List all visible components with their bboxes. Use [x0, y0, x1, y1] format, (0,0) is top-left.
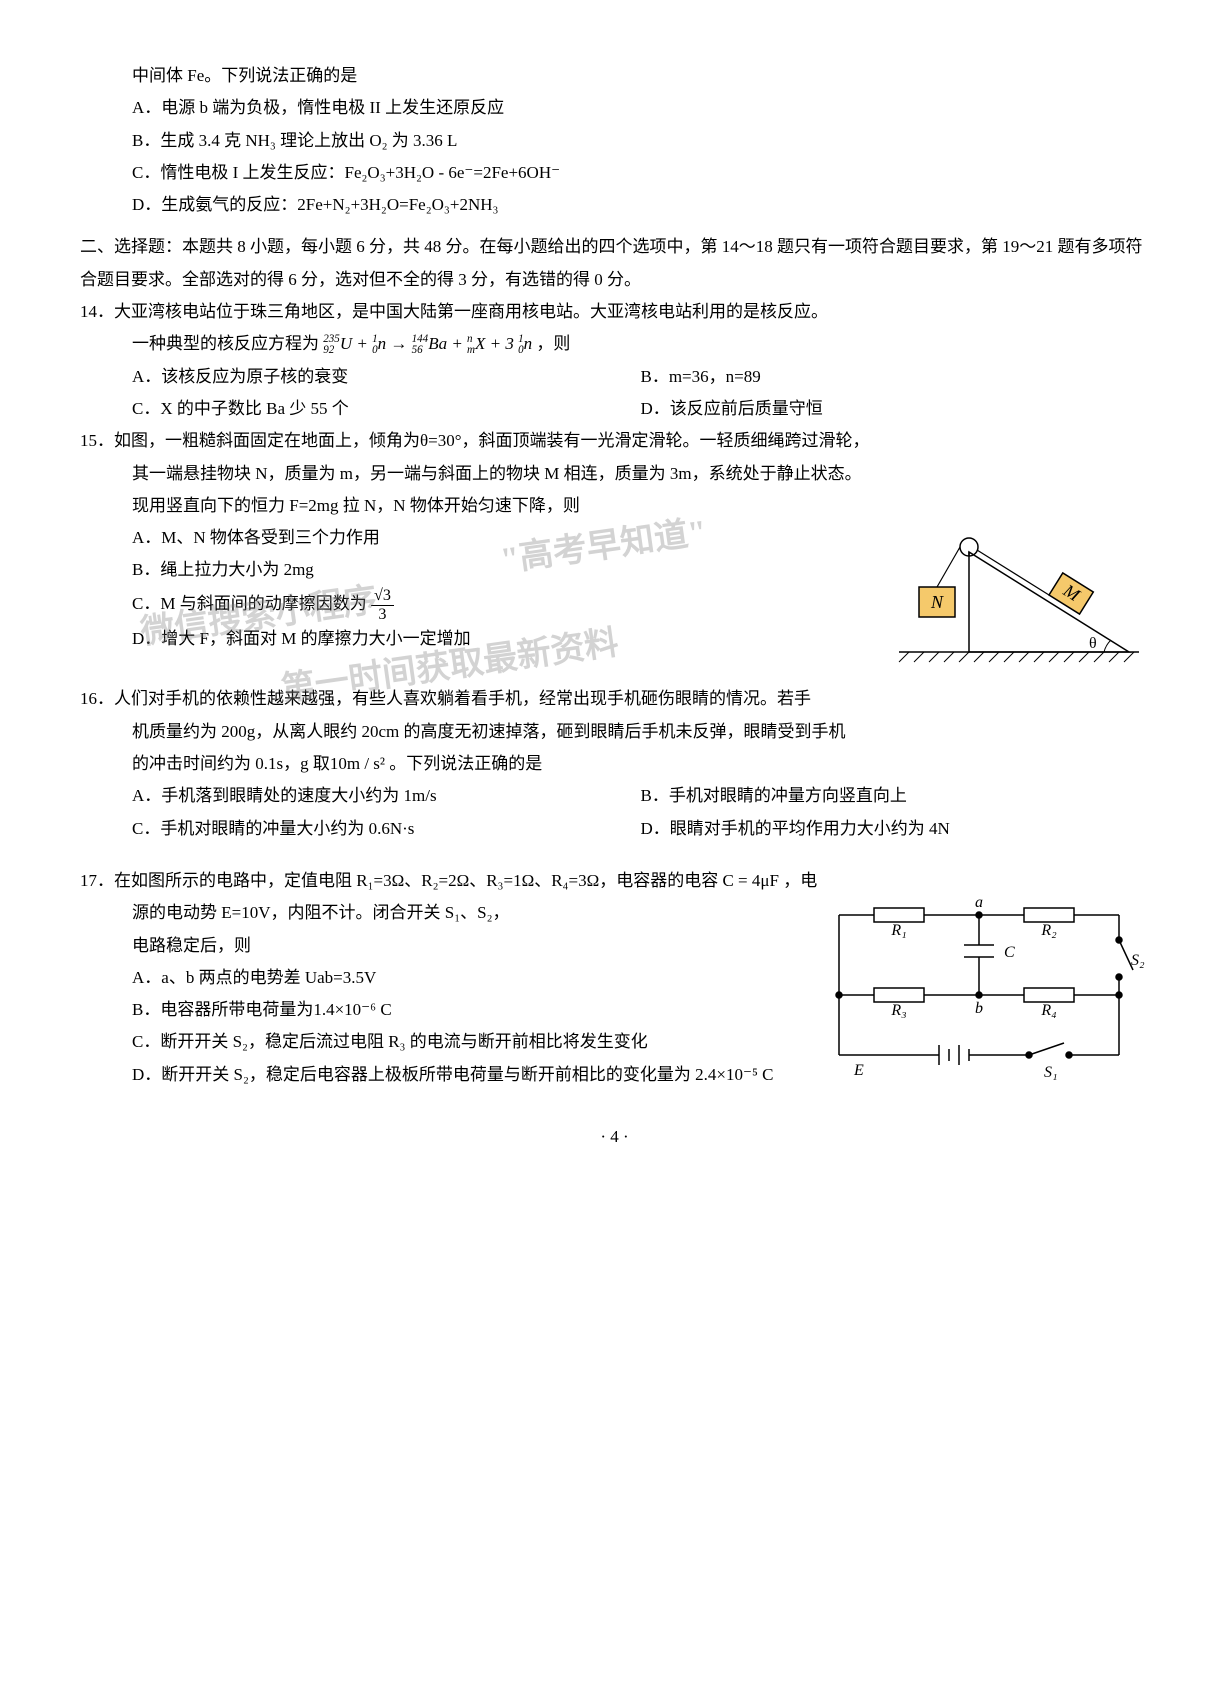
- q16-opt-d: D．眼睛对手机的平均作用力大小约为 4N: [641, 813, 1150, 845]
- q17-label-b: b: [975, 1000, 983, 1017]
- q-continuation-line: 中间体 Fe。下列说法正确的是: [80, 60, 1149, 92]
- q15-label-n: N: [930, 592, 944, 612]
- q15-stem1: 15．如图，一粗糙斜面固定在地面上，倾角为θ=30°，斜面顶端装有一光滑定滑轮。…: [80, 425, 1149, 457]
- q16-opt-c: C．手机对眼睛的冲量大小约为 0.6N·s: [132, 813, 641, 845]
- q15-label-theta: θ: [1089, 635, 1097, 652]
- q17-figure: a b R₁ R₂ R₃ R₄ C E S₁ S₂: [819, 885, 1149, 1096]
- q14-stem2-suffix: ，则: [536, 334, 570, 353]
- q-opt-d: D．生成氨气的反应：2Fe+N₂+3H₂O=Fe₂O₃+2NH₃: [80, 189, 1149, 221]
- q14-opt-a: A．该核反应为原子核的衰变: [132, 361, 641, 393]
- q17-label-e: E: [853, 1062, 864, 1079]
- q16-opt-b: B．手机对眼睛的冲量方向竖直向上: [641, 780, 1150, 812]
- q17-label-a: a: [975, 894, 983, 911]
- q14-opt-d: D．该反应前后质量守恒: [641, 393, 1150, 425]
- q15-stem3: 现用竖直向下的恒力 F=2mg 拉 N，N 物体开始匀速下降，则: [80, 490, 1149, 522]
- page-number: · 4 ·: [80, 1121, 1149, 1153]
- q16-stem1: 16．人们对手机的依赖性越来越强，有些人喜欢躺着看手机，经常出现手机砸伤眼睛的情…: [80, 683, 1149, 715]
- q17-label-r3: R₃: [890, 1002, 906, 1019]
- q17-label-r1: R₁: [890, 922, 906, 939]
- q14-opt-c: C．X 的中子数比 Ba 少 55 个: [132, 393, 641, 425]
- q14-stem2: 一种典型的核反应方程为 23592U + 10n → 14456Ba + nmX…: [80, 328, 1149, 360]
- q17-label-r4: R₄: [1040, 1002, 1056, 1019]
- q16-opt-a: A．手机落到眼睛处的速度大小约为 1m/s: [132, 780, 641, 812]
- q15-stem2: 其一端悬挂物块 N，质量为 m，另一端与斜面上的物块 M 相连，质量为 3m，系…: [80, 458, 1149, 490]
- q15-figure: N M θ: [889, 522, 1149, 683]
- q-opt-a: A．电源 b 端为负极，惰性电极 II 上发生还原反应: [80, 92, 1149, 124]
- q17-label-s1: S₁: [1044, 1064, 1058, 1081]
- q-opt-c: C．惰性电极 I 上发生反应：Fe₂O₃+3H₂O - 6e⁻=2Fe+6OH⁻: [80, 157, 1149, 189]
- q14-equation: 23592U + 10n → 14456Ba + nmX + 3 10n: [323, 334, 536, 353]
- q14-stem2-prefix: 一种典型的核反应方程为: [132, 334, 323, 353]
- q17-label-r2: R₂: [1040, 922, 1057, 939]
- q17-label-s2: S₂: [1131, 952, 1145, 969]
- q14-opt-b: B．m=36，n=89: [641, 361, 1150, 393]
- section-2-heading: 二、选择题：本题共 8 小题，每小题 6 分，共 48 分。在每小题给出的四个选…: [80, 231, 1149, 296]
- q17-label-c: C: [1004, 944, 1015, 961]
- q-opt-b: B．生成 3.4 克 NH₃ 理论上放出 O₂ 为 3.36 L: [80, 125, 1149, 157]
- q14-stem1: 14．大亚湾核电站位于珠三角地区，是中国大陆第一座商用核电站。大亚湾核电站利用的…: [80, 296, 1149, 328]
- q16-stem3: 的冲击时间约为 0.1s，g 取10m / s² 。下列说法正确的是: [80, 748, 1149, 780]
- q16-stem2: 机质量约为 200g，从离人眼约 20cm 的高度无初速掉落，砸到眼睛后手机未反…: [80, 716, 1149, 748]
